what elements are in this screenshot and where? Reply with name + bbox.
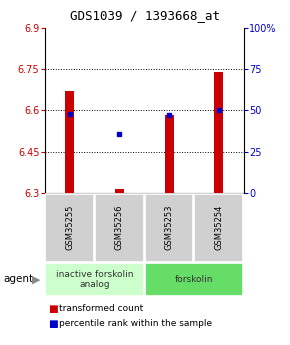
Text: GSM35253: GSM35253: [165, 205, 174, 250]
Text: GDS1039 / 1393668_at: GDS1039 / 1393668_at: [70, 9, 220, 22]
Text: forskolin: forskolin: [175, 275, 213, 284]
Text: ▶: ▶: [32, 275, 41, 284]
Bar: [145, 263, 243, 296]
Bar: [46, 263, 144, 296]
Bar: [165, 115, 174, 193]
Text: GSM35254: GSM35254: [214, 205, 223, 250]
Text: GSM35256: GSM35256: [115, 205, 124, 250]
Bar: [65, 91, 74, 193]
Bar: [214, 72, 223, 193]
Bar: [145, 194, 193, 262]
Text: GSM35255: GSM35255: [65, 205, 74, 250]
Bar: [95, 194, 144, 262]
Bar: [194, 194, 243, 262]
Text: ■: ■: [48, 304, 58, 314]
Text: ■: ■: [48, 319, 58, 328]
Text: percentile rank within the sample: percentile rank within the sample: [59, 319, 213, 328]
Text: transformed count: transformed count: [59, 304, 144, 313]
Text: inactive forskolin
analog: inactive forskolin analog: [56, 270, 133, 289]
Bar: [115, 189, 124, 193]
Bar: [46, 194, 94, 262]
Text: agent: agent: [3, 275, 33, 284]
